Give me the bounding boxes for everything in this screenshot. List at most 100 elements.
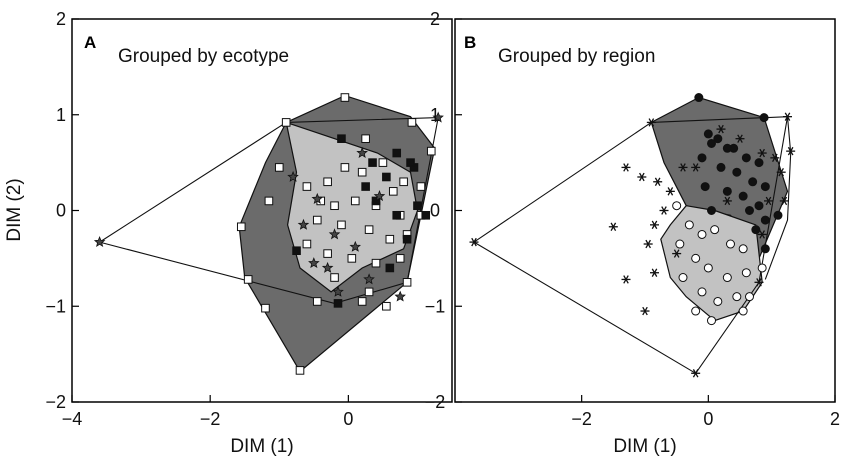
panel-b-point-filled-circle	[716, 162, 726, 172]
panel-b-outline-1	[764, 116, 792, 280]
panel-b-y-tick-label: 1	[430, 105, 440, 125]
panel-b-point-asterisk	[653, 177, 663, 186]
panel-b-point-asterisk	[779, 196, 789, 206]
panel-b-y-tick-label: 2	[430, 9, 440, 29]
panel-b-point-filled-circle	[707, 206, 716, 215]
panel-b-point-filled-circle	[700, 182, 710, 192]
panel-b-xlabel: DIM (1)	[613, 436, 676, 457]
panel-a-point-open-square	[264, 196, 274, 206]
panel-b-point-filled-circle	[713, 134, 723, 144]
panel-b-point-filled-circle	[754, 201, 764, 211]
panel-b-point-filled-circle	[754, 158, 764, 168]
panel-a-outline-0	[99, 117, 439, 304]
panel-a-point-open-square	[357, 167, 367, 177]
panel-b-point-open-circle	[745, 292, 754, 302]
panel-a-point-star	[287, 170, 299, 182]
panel-b-point-asterisk	[643, 239, 653, 249]
panel-b: −2 0 2 2 1 0 −1 −2 B Grouped by region DIM (1)	[425, 9, 840, 457]
panel-a-point-open-square	[385, 234, 395, 244]
panel-b-point-asterisk	[757, 148, 767, 158]
panel-b-point-open-circle	[691, 253, 701, 263]
panel-a-point-star	[356, 146, 368, 158]
panel-a-point-star	[297, 218, 310, 230]
panel-b-points	[469, 93, 796, 378]
panel-a-point-star	[363, 273, 375, 285]
panel-b-point-asterisk	[637, 172, 647, 182]
panel-b-point-asterisk	[770, 153, 780, 163]
panel-a-y-tick-label: −2	[45, 392, 66, 412]
panel-b-point-asterisk	[691, 369, 701, 378]
panel-b-point-asterisk	[640, 306, 650, 316]
panel-a-point-open-square	[364, 287, 374, 297]
panel-b-point-filled-circle	[751, 225, 761, 235]
panel-a-point-open-square	[295, 366, 305, 375]
panel-b-point-open-circle	[672, 201, 682, 211]
panel-a-point-filled-square	[413, 201, 422, 211]
panel-b-point-filled-circle	[738, 191, 748, 201]
panel-b-point-open-circle	[722, 273, 732, 283]
panel-a-point-open-square	[382, 301, 391, 311]
panel-b-point-asterisk	[754, 278, 764, 287]
panel-a-point-open-square	[236, 222, 246, 232]
panel-a-point-open-square	[340, 93, 350, 102]
panel-a-point-star	[394, 290, 406, 302]
panel-b-point-asterisk	[665, 187, 675, 196]
panel-b-point-filled-circle	[760, 215, 770, 225]
panel-a-point-open-square	[399, 177, 408, 187]
panel-a-point-open-square	[312, 215, 322, 225]
panel-a-y-tick-label: 1	[56, 105, 66, 125]
panel-b-point-open-circle	[713, 296, 723, 306]
panel-b-ticks	[455, 18, 836, 403]
panel-b-x-tick-label: 2	[830, 409, 840, 429]
panel-a-point-filled-square	[337, 134, 346, 143]
panel-b-point-filled-circle	[722, 143, 732, 153]
panel-b-x-tick-label: 0	[703, 409, 713, 429]
panel-a-point-open-square	[274, 163, 284, 172]
panel-b-point-open-circle	[684, 220, 694, 230]
panel-a-point-open-square	[323, 177, 332, 187]
panel-b-point-asterisk	[650, 268, 659, 277]
panel-b-point-filled-circle	[745, 206, 754, 215]
panel-a-ticks	[71, 18, 349, 403]
panel-a-point-filled-square	[333, 299, 343, 308]
panel-b-point-filled-circle	[760, 182, 770, 192]
panel-a-point-open-square	[337, 220, 346, 230]
panel-b-point-filled-circle	[694, 93, 704, 103]
panel-a-y-tick-label: 0	[56, 201, 66, 221]
panel-a-point-open-square	[323, 249, 332, 258]
panel-b-point-filled-circle	[703, 129, 713, 139]
panel-b-point-open-circle	[732, 292, 742, 302]
panel-a-point-star	[93, 236, 106, 247]
panel-b-point-asterisk	[608, 222, 618, 231]
panel-b-point-asterisk	[786, 146, 796, 156]
panel-b-point-filled-circle	[748, 177, 758, 187]
panel-a-point-filled-square	[402, 234, 412, 244]
panel-a-xlabel: DIM (1)	[230, 436, 293, 457]
panel-a-x-tick-label: −4	[62, 409, 83, 429]
panel-a-point-star	[373, 189, 386, 202]
panel-b-point-asterisk	[735, 134, 745, 143]
panel-b-point-open-circle	[738, 306, 748, 316]
panel-b-point-open-circle	[757, 263, 767, 273]
panel-b-point-asterisk	[783, 112, 792, 121]
panel-b-point-open-circle	[707, 316, 716, 326]
panel-a-point-filled-square	[421, 210, 431, 220]
panel-b-lines	[473, 116, 792, 375]
panel-a-lines	[99, 117, 439, 304]
panel-a-point-open-square	[302, 182, 312, 191]
panel-b-point-open-circle	[710, 225, 720, 235]
panel-a-point-open-square	[371, 258, 381, 268]
panel-a-point-open-square	[347, 254, 357, 263]
panel-b-point-open-circle	[738, 244, 748, 254]
panel-b-point-filled-circle	[760, 244, 770, 254]
panel-a-point-open-square	[364, 225, 374, 234]
panel-b-y-tick-label: −2	[425, 392, 446, 412]
panel-a-point-filled-square	[382, 172, 391, 182]
panel-a-point-open-square	[350, 196, 360, 206]
panel-b-y-tick-label: 0	[430, 201, 440, 221]
panel-a-point-open-square	[261, 303, 270, 313]
panel-a-point-open-square	[330, 201, 339, 211]
panel-a-y-tick-label: −1	[45, 296, 66, 316]
panel-a-point-star	[311, 192, 323, 204]
